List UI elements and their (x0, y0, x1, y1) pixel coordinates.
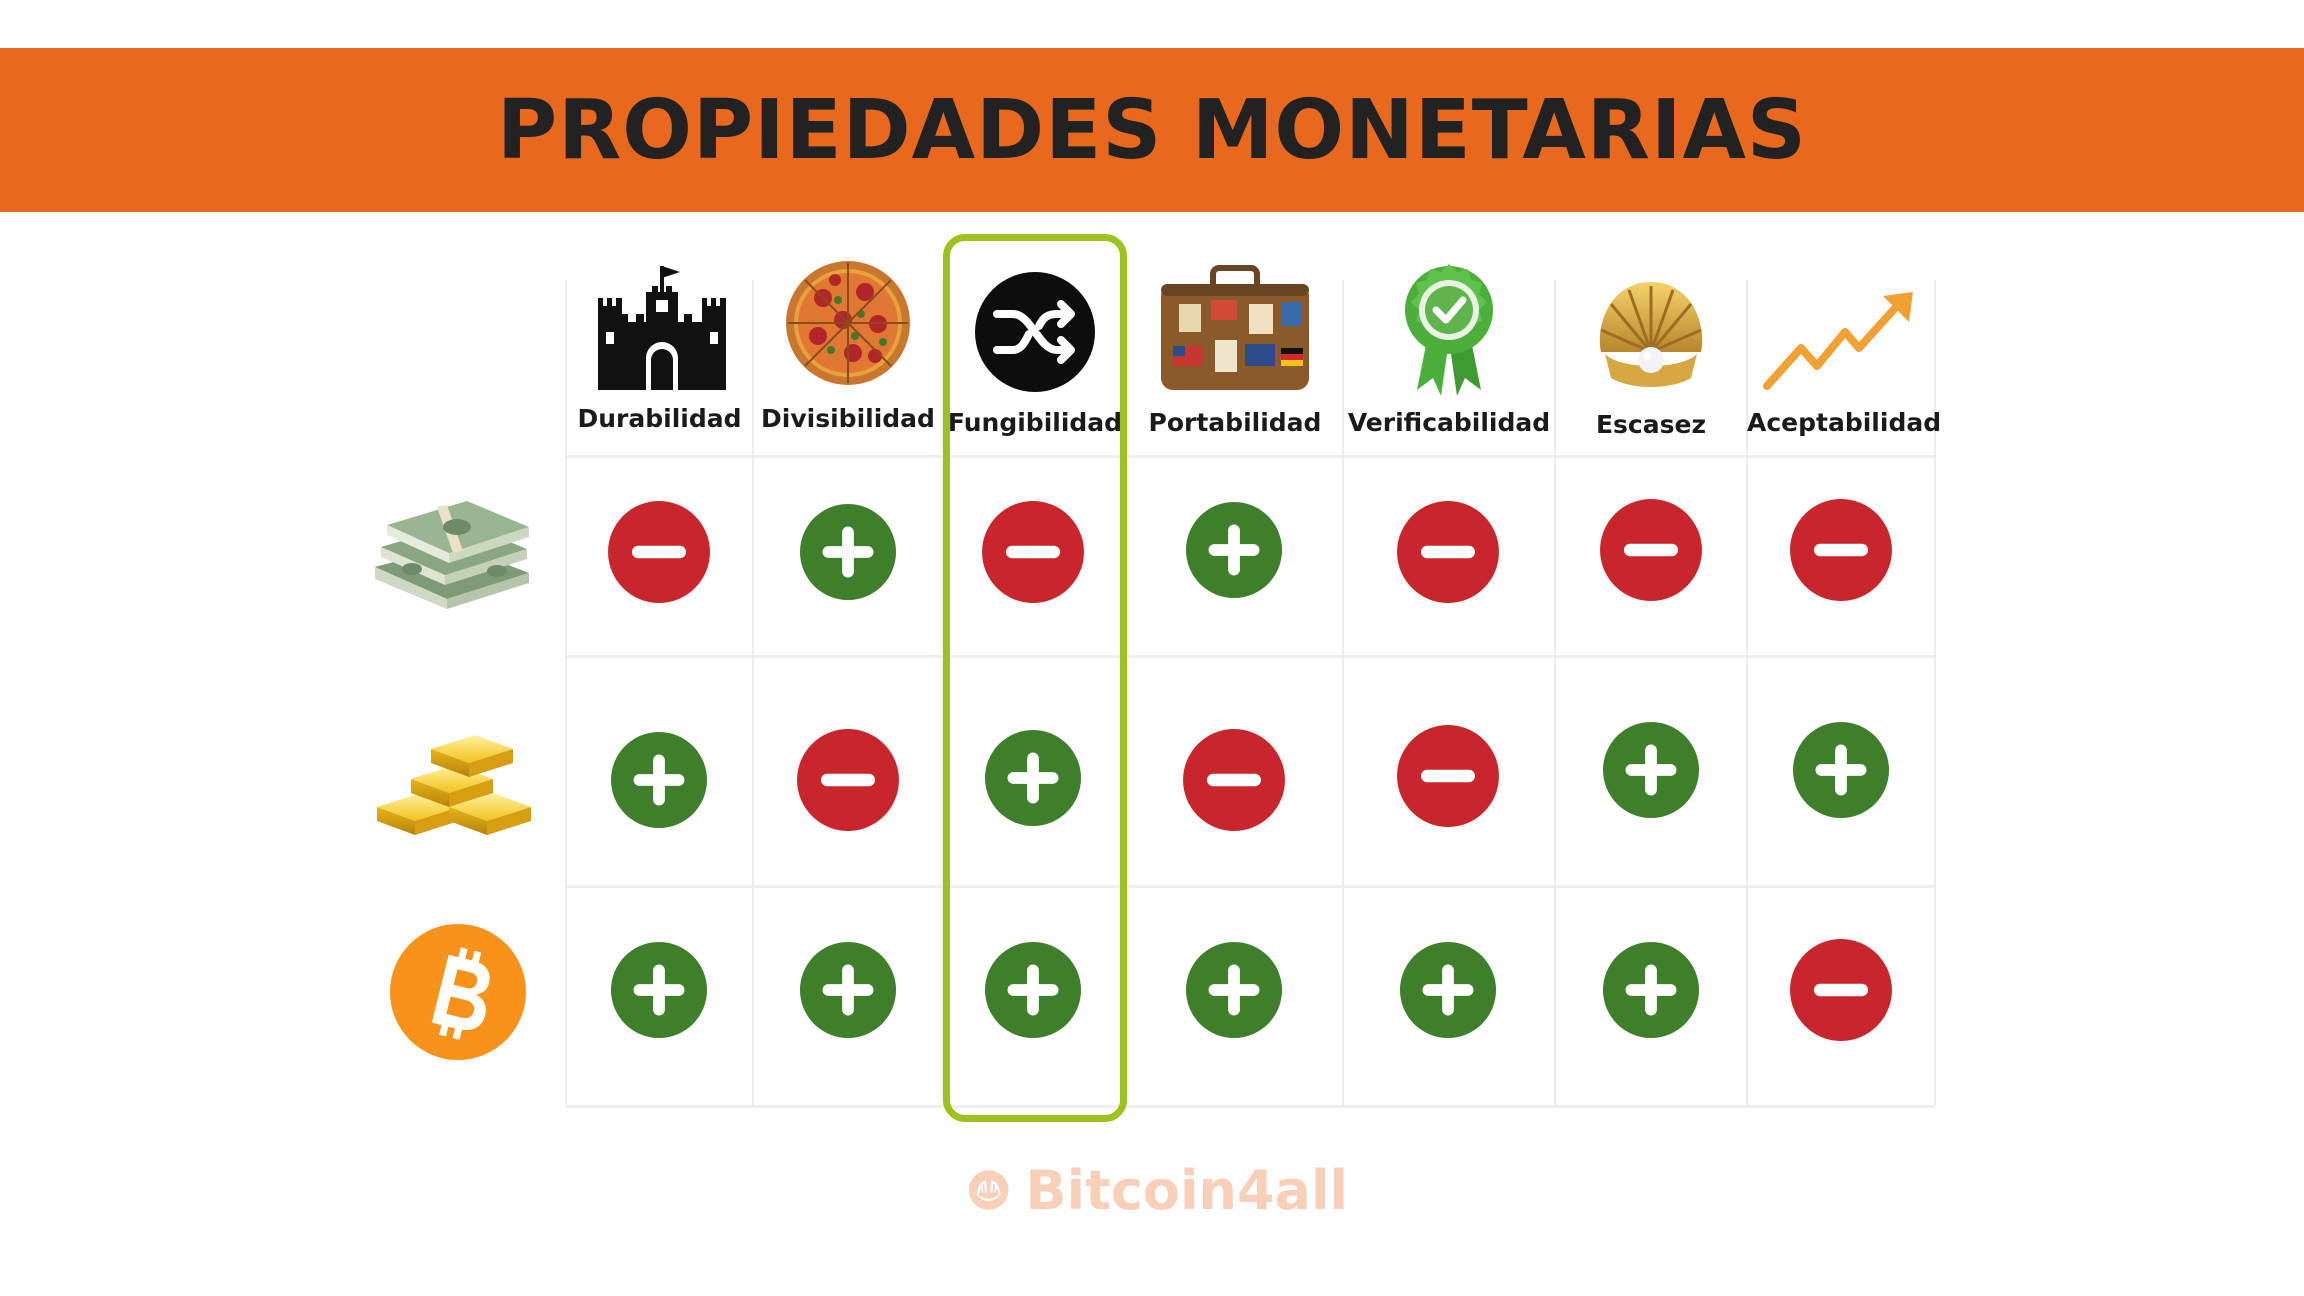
plus-icon (984, 941, 1082, 1039)
column-label: Durabilidad (577, 404, 742, 433)
minus-icon (797, 729, 899, 831)
bitcoin-icon (390, 924, 526, 1060)
trend-up-arrow-icon (1763, 292, 1913, 390)
page-title: PROPIEDADES MONETARIAS (497, 82, 1807, 178)
minus-icon (982, 501, 1084, 603)
column-header-divisibilidad: Divisibilidad (753, 240, 943, 450)
minus-icon (608, 501, 710, 603)
plus-icon (1185, 941, 1283, 1039)
grid-horizontal-line (566, 455, 1935, 458)
column-label: Divisibilidad (761, 404, 935, 433)
minus-icon (1183, 729, 1285, 831)
column-header-portabilidad: Portabilidad (1127, 240, 1343, 450)
shuffle-icon (975, 272, 1095, 392)
column-label: Fungibilidad (947, 408, 1123, 437)
plus-icon (1602, 721, 1700, 819)
highlighted-column-frame (943, 234, 1127, 1122)
castle-icon (597, 266, 726, 390)
column-header-fungibilidad: Fungibilidad (943, 240, 1127, 450)
pizza-icon (786, 261, 910, 385)
plus-icon (984, 729, 1082, 827)
grid-horizontal-line (566, 655, 1935, 658)
column-label: Portabilidad (1148, 408, 1322, 437)
suitcase-icon (1161, 265, 1309, 390)
column-header-verificabilidad: Verificabilidad (1343, 240, 1555, 450)
pearl-shell-icon (1599, 282, 1703, 387)
column-header-escasez: Escasez (1555, 240, 1747, 450)
banknotes-icon (375, 501, 529, 609)
minus-icon (1790, 499, 1892, 601)
column-label: Verificabilidad (1347, 408, 1551, 437)
grid-vertical-line (565, 280, 567, 1105)
column-header-aceptabilidad: Aceptabilidad (1747, 240, 1942, 450)
plus-icon (610, 941, 708, 1039)
plus-icon (799, 503, 897, 601)
plus-icon (1602, 941, 1700, 1039)
plus-icon (1185, 501, 1283, 599)
grid-vertical-line (1934, 280, 1936, 1105)
minus-icon (1397, 725, 1499, 827)
grid-horizontal-line (566, 885, 1935, 888)
column-label: Aceptabilidad (1747, 408, 1942, 437)
grid-vertical-line (1746, 280, 1748, 1105)
minus-icon (1790, 939, 1892, 1041)
grid-vertical-line (752, 280, 754, 1105)
grid-vertical-line (1342, 280, 1344, 1105)
column-label: Escasez (1595, 410, 1707, 439)
column-header-durabilidad: Durabilidad (566, 240, 753, 450)
gold-bars-icon (377, 735, 531, 835)
watermark-text: Bitcoin4all (1025, 1158, 1348, 1222)
grid-vertical-line (1126, 280, 1128, 1105)
minus-icon (1600, 499, 1702, 601)
hands-logo-icon (968, 1170, 1009, 1210)
watermark: Bitcoin4all (968, 1144, 1348, 1236)
plus-icon (1399, 941, 1497, 1039)
award-ribbon-icon (1405, 264, 1493, 396)
minus-icon (1397, 501, 1499, 603)
title-band: PROPIEDADES MONETARIAS (0, 48, 2304, 212)
grid-vertical-line (1554, 280, 1556, 1105)
plus-icon (1792, 721, 1890, 819)
grid-horizontal-line (566, 1105, 1935, 1108)
plus-icon (799, 941, 897, 1039)
plus-icon (610, 731, 708, 829)
